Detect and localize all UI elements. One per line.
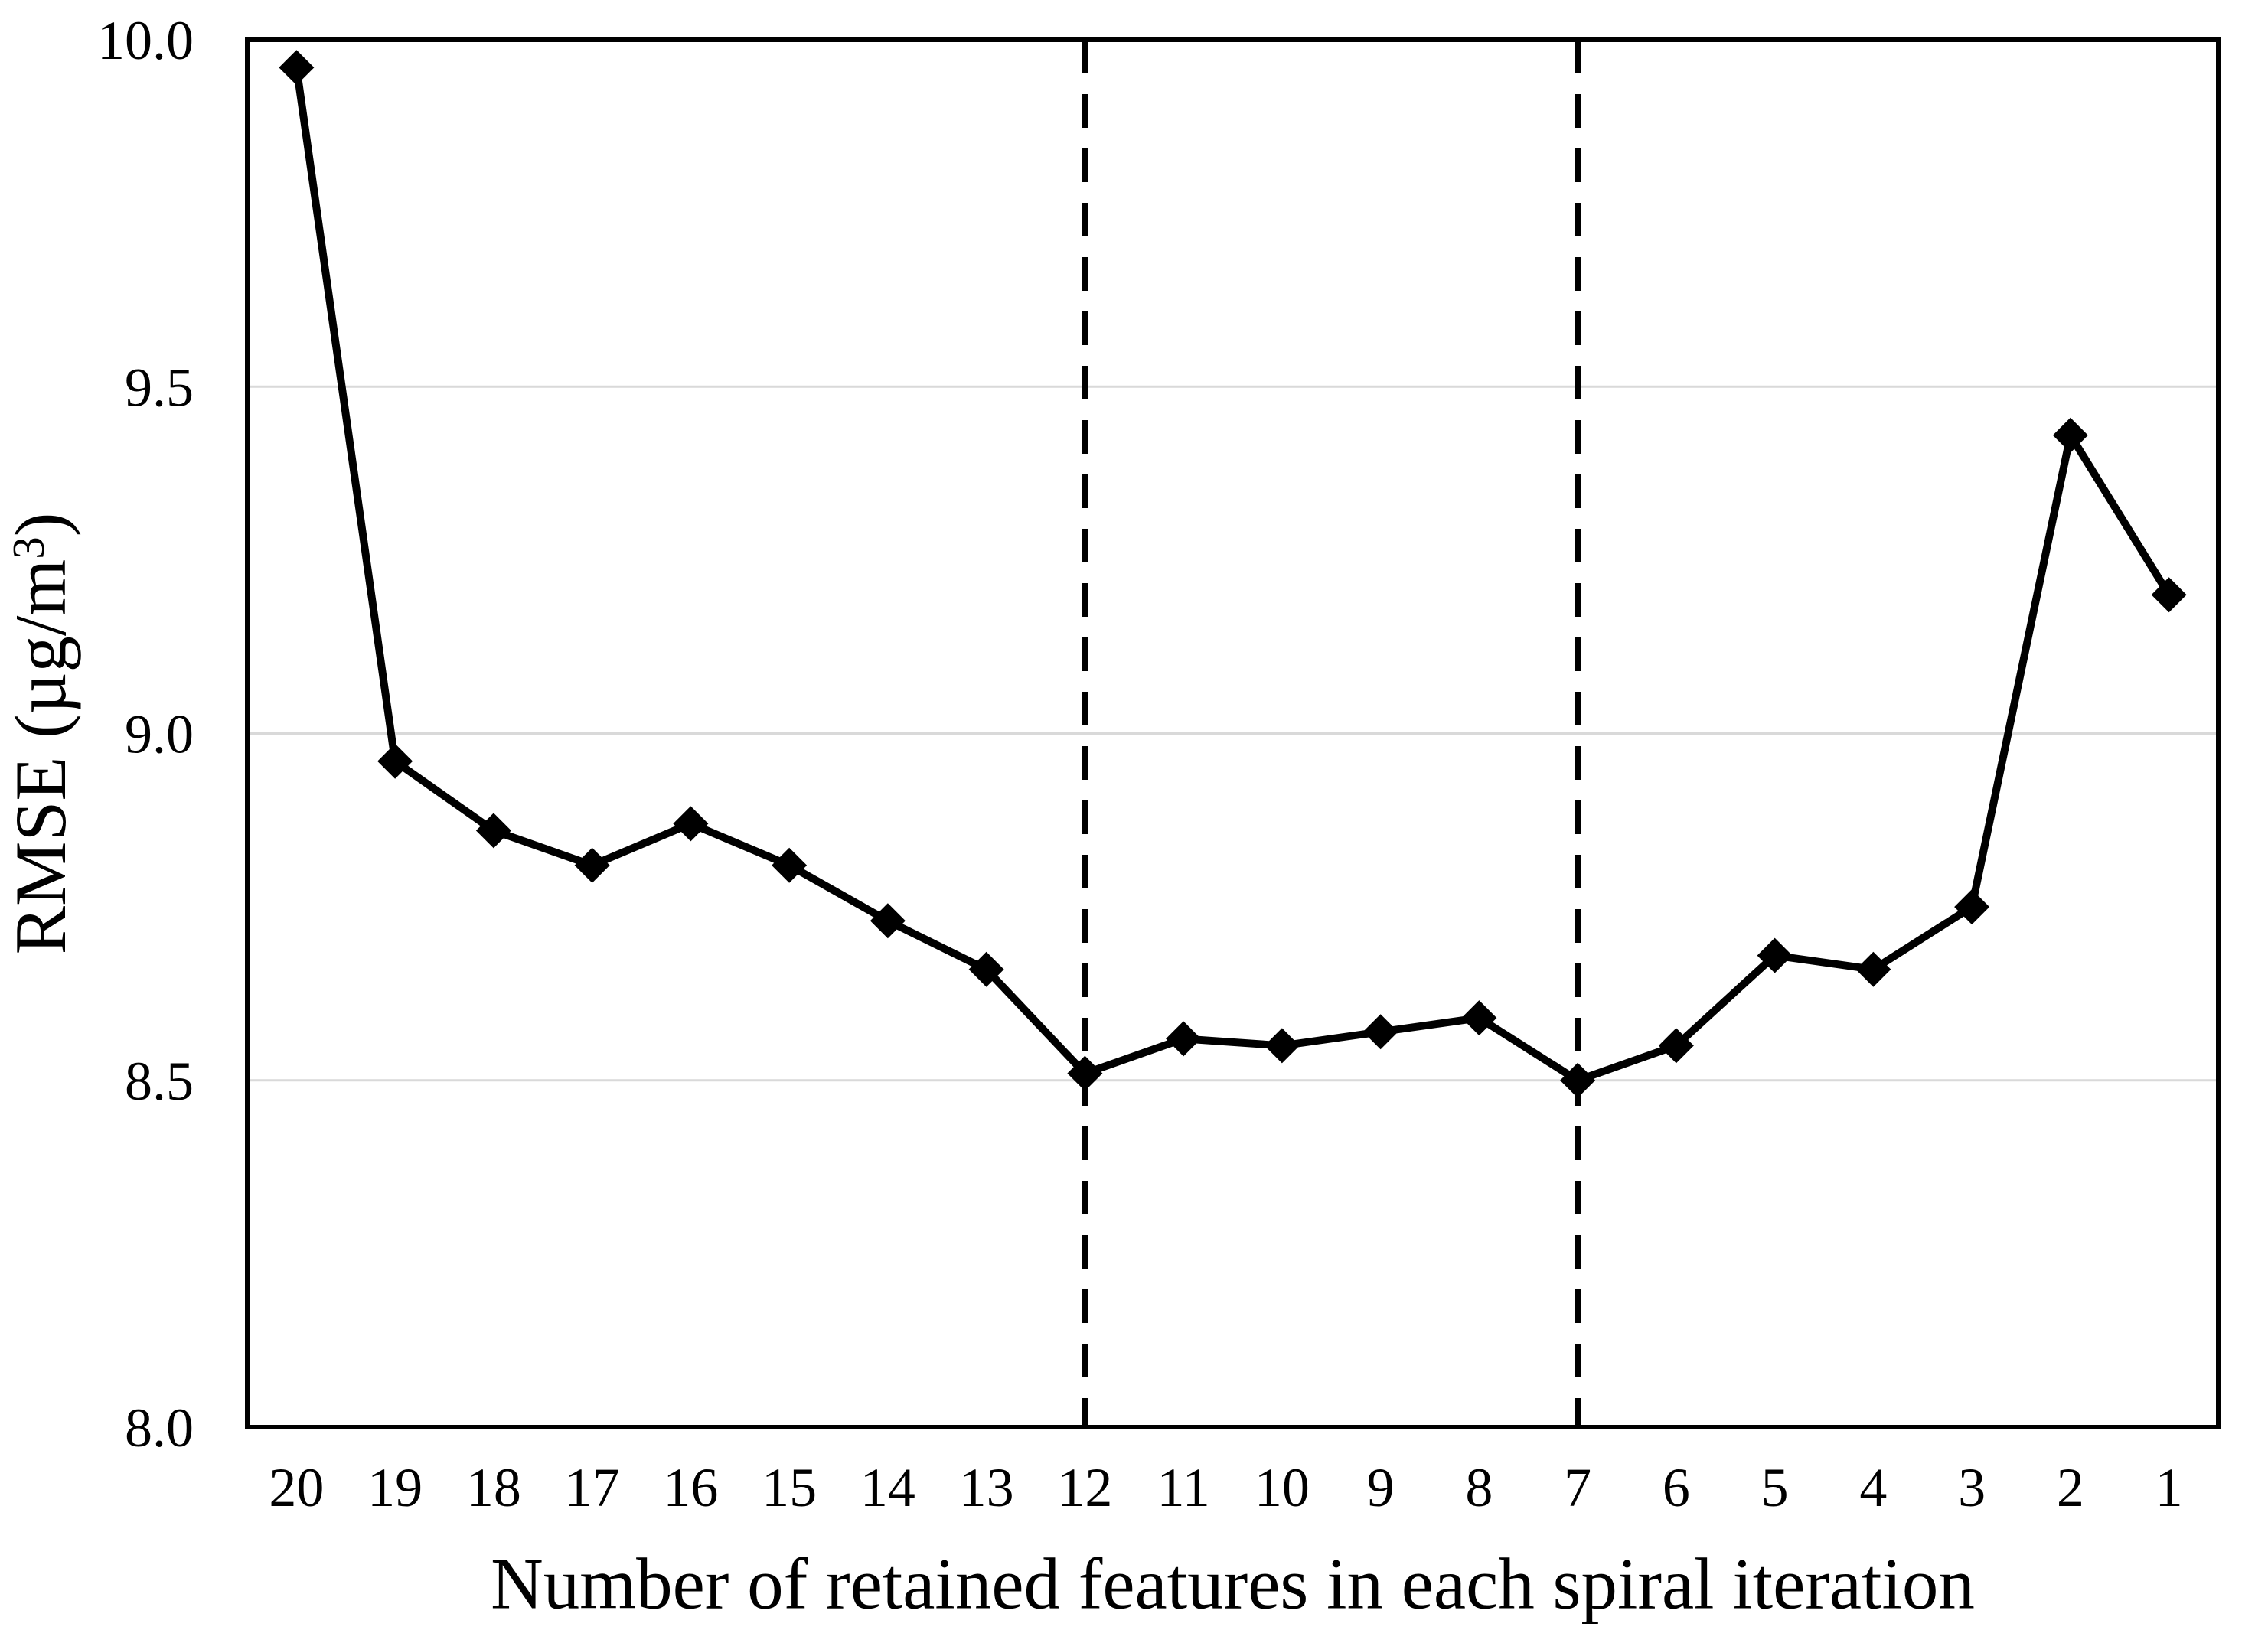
y-axis-title: RMSE (µg/m3)	[0, 513, 81, 955]
x-tick-label: 2	[2057, 1457, 2084, 1518]
data-point-7	[1560, 1062, 1596, 1098]
y-tick-label: 9.5	[125, 357, 194, 418]
data-point-14	[870, 903, 906, 939]
x-tick-label: 8	[1465, 1457, 1493, 1518]
rmse-series-line	[292, 64, 2173, 1085]
data-point-1	[2151, 577, 2187, 613]
data-point-4	[1855, 951, 1891, 987]
data-point-13	[968, 951, 1004, 987]
data-point-10	[1264, 1028, 1300, 1064]
x-tick-label: 19	[367, 1457, 423, 1518]
x-tick-label: 9	[1367, 1457, 1395, 1518]
x-tick-label: 18	[466, 1457, 521, 1518]
data-point-20	[279, 50, 315, 86]
data-point-9	[1362, 1014, 1398, 1050]
data-point-5	[1757, 937, 1793, 973]
plot-border	[245, 37, 2221, 1429]
x-tick-label: 1	[2155, 1457, 2183, 1518]
x-tick-label: 11	[1157, 1457, 1209, 1518]
x-tick-label: 12	[1057, 1457, 1112, 1518]
x-tick-label: 14	[860, 1457, 915, 1518]
data-point-2	[2052, 417, 2088, 453]
y-tick-label: 8.5	[125, 1051, 194, 1112]
x-tick-label: 5	[1761, 1457, 1789, 1518]
x-tick-label: 10	[1255, 1457, 1310, 1518]
x-tick-label: 15	[762, 1457, 817, 1518]
data-point-18	[475, 813, 511, 849]
data-point-19	[377, 743, 413, 779]
y-tick-label: 9.0	[125, 704, 194, 765]
x-tick-label: 4	[1859, 1457, 1887, 1518]
x-tick-label: 13	[959, 1457, 1014, 1518]
x-tick-label: 7	[1564, 1457, 1591, 1518]
data-point-16	[673, 806, 709, 842]
x-tick-label: 17	[565, 1457, 620, 1518]
data-point-11	[1166, 1021, 1202, 1057]
data-point-17	[574, 847, 610, 883]
x-tick-label: 16	[663, 1457, 718, 1518]
x-axis-title: Number of retained features in each spir…	[491, 1543, 1975, 1624]
x-tick-label: 20	[269, 1457, 324, 1518]
data-point-12	[1067, 1055, 1103, 1091]
data-point-8	[1461, 1000, 1497, 1036]
x-tick-label: 3	[1958, 1457, 1986, 1518]
data-point-3	[1954, 889, 1990, 925]
x-tick-label: 6	[1663, 1457, 1690, 1518]
y-tick-label: 8.0	[125, 1397, 194, 1459]
y-tick-label: 10.0	[97, 10, 194, 71]
data-point-6	[1658, 1028, 1694, 1064]
data-point-15	[772, 847, 808, 883]
